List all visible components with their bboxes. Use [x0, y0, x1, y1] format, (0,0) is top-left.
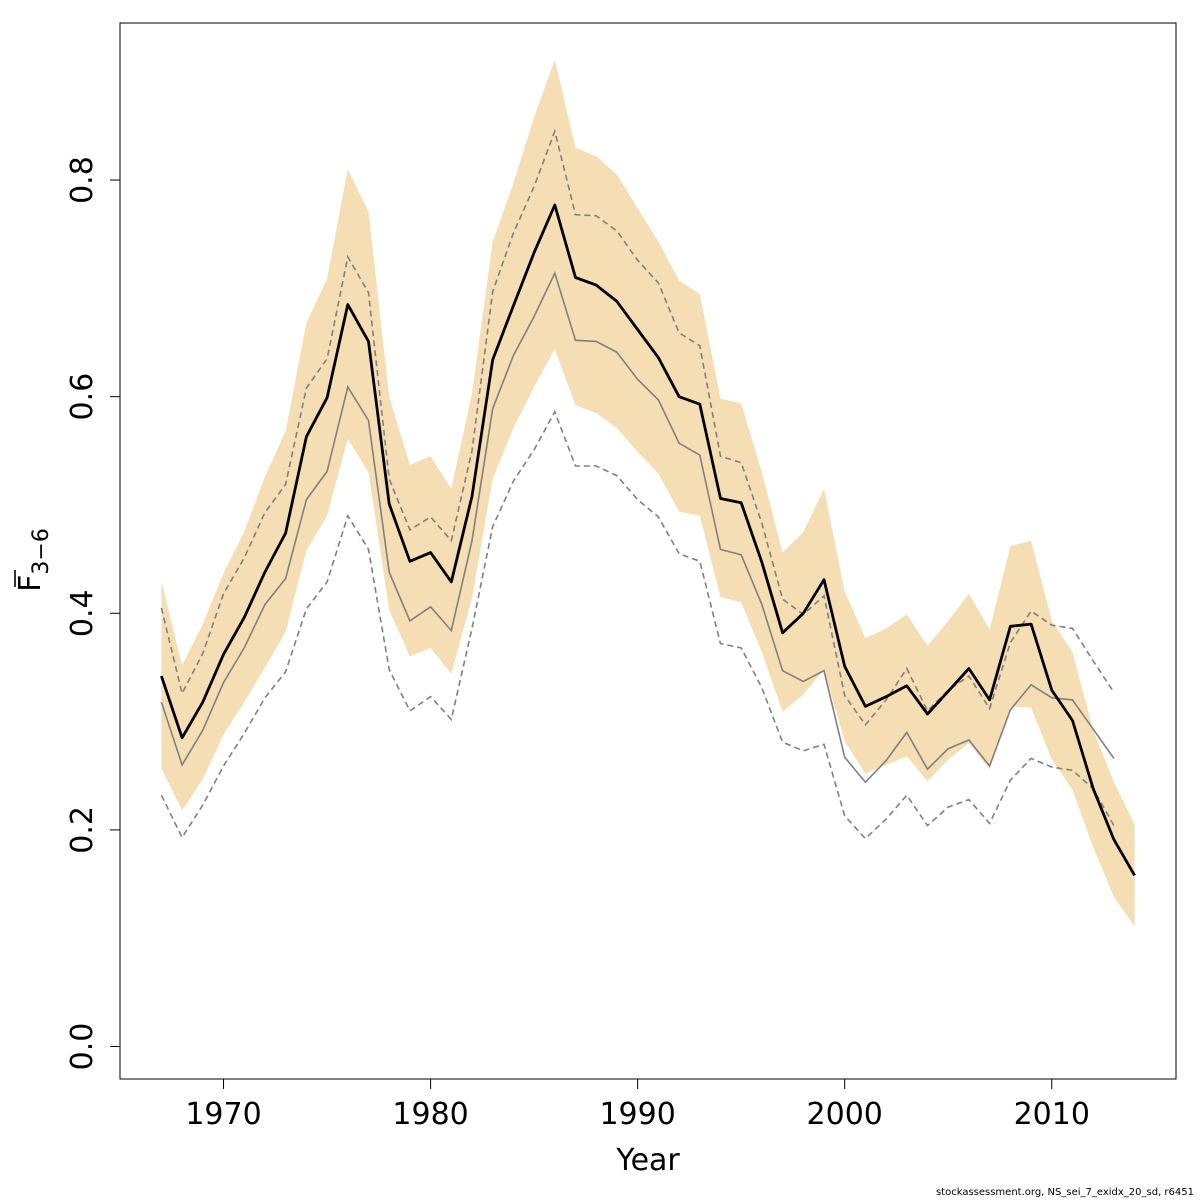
confidence-band [161, 59, 1135, 927]
x-axis-title: Year [615, 1143, 680, 1178]
y-tick-label: 0.0 [65, 1023, 100, 1071]
retro-line-1 [160, 271, 1115, 784]
estimate-line [160, 203, 1136, 877]
y-axis-title-main: F [13, 575, 48, 592]
x-tick-label: 1990 [599, 1097, 675, 1132]
x-tick-label: 1970 [185, 1097, 261, 1132]
retro-line-3 [160, 409, 1115, 840]
y-tick-label: 0.6 [65, 373, 100, 421]
y-axis: 0.0 0.2 0.4 0.6 0.8 [65, 156, 121, 1071]
y-axis-title-text: F3−6 [13, 528, 54, 592]
x-tick-label: 1980 [392, 1097, 468, 1132]
y-tick-label: 0.4 [65, 589, 100, 637]
x-axis: 1970 1980 1990 2000 2010 [185, 1078, 1090, 1132]
y-axis-title-subscript: 3−6 [29, 528, 54, 574]
estimate-line-layer [160, 203, 1136, 877]
y-tick-label: 0.8 [65, 156, 100, 204]
x-tick-label: 2010 [1014, 1097, 1090, 1132]
x-tick-label: 2000 [807, 1097, 883, 1132]
confidence-band-layer [161, 59, 1135, 927]
footer-note: stockassessment.org, NS_sei_7_exidx_20_s… [935, 1187, 1194, 1198]
y-axis-title: F3−6 [13, 528, 54, 592]
y-tick-label: 0.2 [65, 806, 100, 854]
